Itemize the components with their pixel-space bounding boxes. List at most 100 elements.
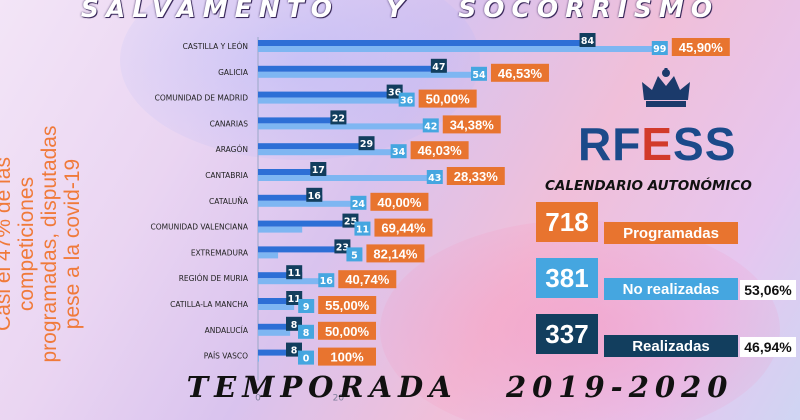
bar-no-realizadas [258,71,475,78]
no-realizadas-value-box [350,195,367,210]
category-label: GALICIA [218,68,249,77]
category-label: CATALUÑA [209,197,249,206]
percent-label: 40,74% [345,272,390,287]
category-label: ANDALUCÍA [205,326,249,335]
side-headline-line: pese a la covid-19 [61,158,84,330]
percent-box [446,167,505,185]
main-title: SALVAMENTO Y SOCORRISMO [80,0,720,23]
category-label: ARAGÓN [216,145,248,154]
no-realizadas-value-box [390,144,407,159]
realizadas-value-label: 36 [388,88,402,99]
category-label: CANARIAS [210,119,249,128]
side-headline-line: competiciones [15,176,38,312]
category-label: CATILLA-LA MANCHA [170,300,249,309]
percent-box [418,89,477,108]
no-realizadas-value-label: 43 [428,173,441,184]
percent-box [410,141,469,160]
programadas-value: 718 [536,202,598,242]
bar-no-realizadas [258,278,323,285]
season-title: TEMPORADA 2019-2020 [186,370,734,404]
bar-no-realizadas [258,329,291,336]
bar-realizadas [258,298,303,304]
calendar-title: CALENDARIO AUTONÓMICO [545,178,752,194]
percent-label: 50,00% [325,324,370,339]
realizadas-value-label: 11 [288,294,301,305]
category-label: CASTILLA Y LEÓN [183,42,248,51]
no-realizadas-value: 381 [536,258,598,298]
realizadas-value-label: 23 [336,242,349,253]
bar-realizadas [258,143,375,150]
percent-box [442,115,501,134]
no-realizadas-value-label: 42 [424,121,437,132]
no-realizadas-value-label: 99 [653,44,666,55]
no-realizadas-value-box [298,299,315,313]
realizadas-value: 337 [536,314,598,354]
no-realizadas-value-box [398,92,415,107]
percent-box [338,270,397,289]
percent-box [671,38,730,56]
bar-realizadas [258,40,596,46]
bar-no-realizadas [258,46,656,52]
no-realizadas-value-label: 8 [303,328,310,339]
category-label: CANTABRIA [205,171,249,180]
x-tick-label: 0 [255,393,261,403]
realizadas-value-box [286,265,303,280]
realizadas-value-label: 11 [288,268,301,279]
background-glow [120,0,480,160]
realizadas-value-label: 17 [312,165,325,176]
bar-realizadas [258,323,291,330]
realizadas-value-label: 8 [291,346,298,357]
category-label: REGIÓN DE MURIA [179,274,249,283]
realizadas-value-label: 47 [432,62,445,73]
bar-realizadas [258,117,347,124]
realizadas-value-box [306,187,323,202]
logo-text: RF [578,118,642,170]
no-realizadas-value-box [422,118,439,133]
no-realizadas-value-box [651,41,668,55]
percent-box [370,192,429,211]
bar-realizadas [258,65,447,72]
percent-label: 55,00% [325,298,370,313]
bar-realizadas [258,169,327,175]
no-realizadas-value-box [298,350,314,365]
realizadas-value-box [579,33,596,47]
logo-text: SS [673,118,737,170]
realizadas-value-label: 29 [360,139,373,150]
realizadas-value-label: 22 [332,113,345,124]
bar-realizadas [258,220,359,227]
percent-label: 100% [330,350,364,365]
realizadas-label: Realizadas [604,335,738,357]
crown-icon [638,68,694,124]
bar-no-realizadas [258,175,431,181]
no-realizadas-value-label: 0 [303,354,310,365]
bar-no-realizadas [258,252,279,259]
bar-realizadas [258,349,291,356]
no-realizadas-value-box [470,66,487,81]
category-label: COMUNIDAD DE MADRID [155,94,249,103]
realizadas-percent: 46,94% [740,337,796,357]
no-realizadas-label: No realizadas [604,278,738,300]
no-realizadas-value-label: 34 [392,147,406,158]
realizadas-value-label: 8 [291,320,298,331]
side-headline-line: programadas, disputadas [38,125,61,363]
realizadas-value-box [358,136,375,151]
percent-box [374,218,433,237]
no-realizadas-value-box [346,247,363,262]
logo-text-e: E [641,118,674,170]
no-realizadas-value-label: 54 [472,70,486,81]
percent-label: 69,44% [381,221,426,236]
bar-realizadas [258,91,403,98]
realizadas-value-label: 16 [308,191,322,202]
bar-no-realizadas [258,123,427,130]
percent-label: 46,03% [418,143,463,158]
percent-box [318,296,377,314]
category-label: EXTREMADURA [191,248,249,257]
realizadas-value-label: 84 [581,36,595,47]
no-realizadas-value-box [318,273,335,288]
bar-no-realizadas [258,97,403,104]
category-label: PAÍS VASCO [204,352,248,361]
bar-no-realizadas [258,355,259,362]
category-label: COMUNIDAD VALENCIANA [151,223,249,232]
bar-realizadas [258,272,303,279]
